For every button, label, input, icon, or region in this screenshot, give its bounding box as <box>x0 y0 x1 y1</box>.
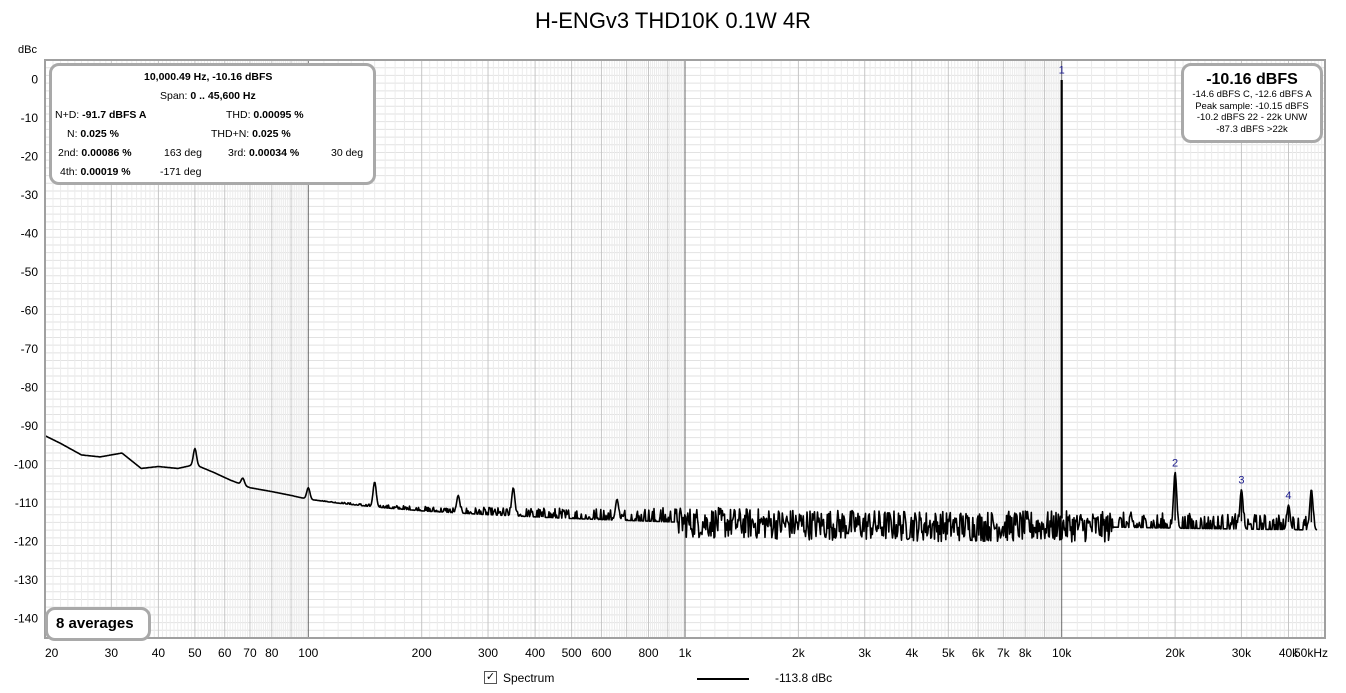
y-tick-label: -10 <box>21 111 39 125</box>
x-tick-label: 6k <box>972 646 986 660</box>
averages-label: 8 averages <box>56 615 134 632</box>
y-tick-label: -140 <box>14 612 38 626</box>
spectrum-series-line <box>44 434 1318 543</box>
x-tick-label: 10k <box>1052 646 1072 660</box>
legend: ✓ Spectrum -113.8 dBc <box>0 668 1346 690</box>
x-tick-label: 1k <box>679 646 693 660</box>
y-tick-label: -40 <box>21 226 39 240</box>
x-tick-label: 600 <box>591 646 611 660</box>
y-tick-label: -30 <box>21 188 39 202</box>
harmonic-marker-label: 1 <box>1059 64 1065 76</box>
x-tick-label: 2k <box>792 646 806 660</box>
x-tick-label: 60 <box>218 646 232 660</box>
y-tick-label: -100 <box>14 458 38 472</box>
x-tick-label: 5k <box>942 646 956 660</box>
x-tick-label: 40 <box>152 646 166 660</box>
info-thd-value: 0.00095 % <box>253 109 304 121</box>
info-h2-phase: 163 deg <box>164 147 202 159</box>
legend-series-value: -113.8 dBc <box>775 671 833 685</box>
legend-line-swatch <box>697 678 749 680</box>
y-tick-label: -120 <box>14 535 38 549</box>
x-tick-label: 20 <box>45 646 59 660</box>
harmonic-marker-label: 4 <box>1285 490 1291 502</box>
info-thd-label: THD: <box>226 109 251 121</box>
info-h3-value: 0.00034 % <box>249 147 300 159</box>
info-thdn-value: 0.025 % <box>252 128 291 140</box>
y-tick-label: -20 <box>21 149 39 163</box>
measurement-info-box: 10,000.49 Hz, -10.16 dBFS Span: 0 .. 45,… <box>49 63 376 185</box>
y-tick-label: -50 <box>21 265 39 279</box>
chart-title: H-ENGv3 THD10K 0.1W 4R <box>535 8 811 33</box>
x-tick-label: 80 <box>265 646 279 660</box>
x-tick-label: 800 <box>638 646 658 660</box>
info-frequency-level: 10,000.49 Hz, -10.16 dBFS <box>144 71 273 83</box>
level-above-22k: -87.3 dBFS >22k <box>1216 123 1288 135</box>
y-tick-label: -130 <box>14 573 38 587</box>
plot-frame <box>44 59 1326 639</box>
info-thdn-label: THD+N: <box>211 128 250 140</box>
info-h2-value: 0.00086 % <box>81 147 132 159</box>
info-span-label: Span: <box>160 90 188 102</box>
info-h3-phase: 30 deg <box>331 147 364 159</box>
harmonic-markers: 1 2 3 4 <box>1059 64 1292 502</box>
x-tick-label: 50kHz <box>1294 646 1328 660</box>
y-tick-labels: 0 -10 -20 -30 -40 -50 -60 -70 -80 -90 -100 -110 -120… <box>14 72 38 625</box>
x-tick-label: 50 <box>188 646 202 660</box>
y-tick-label: -60 <box>21 303 39 317</box>
y-tick-label: -90 <box>21 419 39 433</box>
x-tick-label: 4k <box>905 646 919 660</box>
x-tick-label: 400 <box>525 646 545 660</box>
info-n-label: N: <box>67 128 78 140</box>
x-tick-label: 8k <box>1019 646 1033 660</box>
x-tick-label: 100 <box>298 646 318 660</box>
info-h4-phase: -171 deg <box>160 166 202 178</box>
x-tick-label: 500 <box>562 646 582 660</box>
x-tick-label: 7k <box>997 646 1011 660</box>
level-readout-box: -10.16 dBFS -14.6 dBFS C, -12.6 dBFS A P… <box>1181 63 1323 143</box>
y-axis-label: dBc <box>18 44 37 56</box>
x-tick-label: 200 <box>412 646 432 660</box>
y-tick-label: -70 <box>21 342 39 356</box>
harmonic-spikes <box>1060 80 1313 523</box>
y-tick-label: -80 <box>21 381 39 395</box>
x-tick-label: 20k <box>1165 646 1185 660</box>
harmonic-marker-label: 2 <box>1172 457 1178 469</box>
y-tick-label: 0 <box>31 72 38 86</box>
x-tick-label: 30k <box>1232 646 1252 660</box>
x-tick-label: 70 <box>243 646 257 660</box>
info-h4-label: 4th: <box>60 166 78 178</box>
y-tick-label: -110 <box>15 496 38 510</box>
level-unweighted-band: -10.2 dBFS 22 - 22k UNW <box>1196 112 1308 123</box>
legend-series-name[interactable]: Spectrum <box>503 671 555 685</box>
level-peak-sample: Peak sample: -10.15 dBFS <box>1195 100 1309 112</box>
averages-box: 8 averages <box>45 607 151 641</box>
info-nd-value: -91.7 dBFS A <box>82 109 147 121</box>
info-h3-label: 3rd: <box>228 147 247 159</box>
spectrum-checkbox[interactable]: ✓ <box>484 671 497 684</box>
info-span-value: 0 .. 45,600 Hz <box>190 90 256 102</box>
info-h4-value: 0.00019 % <box>80 166 131 178</box>
x-tick-labels: 20 30 40 50 60 70 80 100 200 300 400 500 600 800 1k 2k 3… <box>45 646 1328 660</box>
info-nd-label: N+D: <box>55 109 80 121</box>
x-tick-label: 30 <box>105 646 119 660</box>
x-tick-label: 40k <box>1279 646 1299 660</box>
level-main-value: -10.16 dBFS <box>1206 71 1298 88</box>
x-tick-label: 3k <box>858 646 872 660</box>
info-h2-label: 2nd: <box>58 147 79 159</box>
x-tick-label: 300 <box>478 646 498 660</box>
level-weighted-values: -14.6 dBFS C, -12.6 dBFS A <box>1192 89 1312 100</box>
info-n-value: 0.025 % <box>80 128 119 140</box>
harmonic-marker-label: 3 <box>1238 475 1244 487</box>
